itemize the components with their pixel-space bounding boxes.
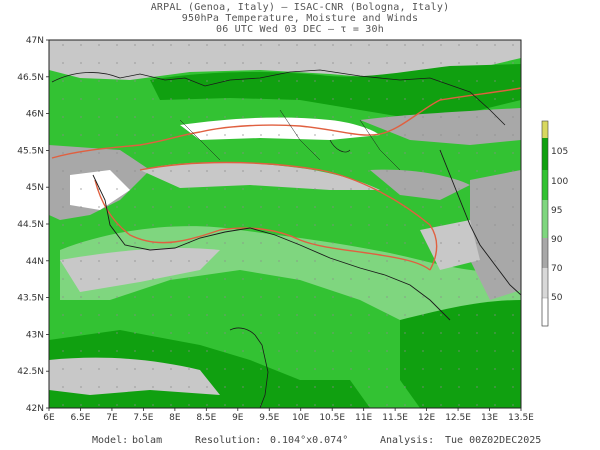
latitude-axis: 47N 46.5N 46N 45.5N 45N 44.5N 44N 43.5N 43N 42.5N… — [17, 36, 49, 414]
lon-label: 6.5E — [70, 413, 90, 423]
colorbar: 105 100 95 90 70 50 — [541, 120, 568, 327]
lat-label: 46.5N — [17, 73, 44, 83]
lon-label: 12.5E — [445, 413, 471, 423]
analysis-value: Tue 00Z02DEC2025 — [445, 435, 542, 446]
lon-label: 8.5E — [196, 413, 216, 423]
model-label: Model: — [92, 435, 129, 446]
lon-label: 7.5E — [133, 413, 153, 423]
lat-label: 44.5N — [17, 220, 44, 230]
lat-label: 47N — [26, 36, 44, 46]
lat-label: 43N — [26, 330, 44, 340]
lon-label: 7E — [106, 413, 118, 423]
lat-label: 45N — [26, 183, 44, 193]
adriatic-coast — [439, 149, 521, 296]
header-field-line: 950hPa Temperature, Moisture and Winds — [181, 13, 419, 24]
header-time-line: 06 UTC Wed 03 DEC — τ = 30h — [216, 24, 384, 35]
colorbar-swatch-lightgreen — [542, 200, 548, 238]
lon-label: 11E — [355, 413, 372, 423]
lat-label: 43.5N — [17, 294, 44, 304]
lon-label: 10E — [292, 413, 309, 423]
lon-label: 9E — [232, 413, 244, 423]
wind-barb-layer — [49, 40, 521, 408]
colorbar-swatch-yellow — [542, 121, 548, 138]
colorbar-tick-100: 100 — [551, 177, 568, 187]
colorbar-tick-105: 105 — [551, 147, 568, 157]
lat-label: 45.5N — [17, 146, 44, 156]
resolution-value: 0.104°x0.074° — [270, 435, 349, 446]
colorbar-tick-90: 90 — [551, 235, 563, 245]
analysis-label: Analysis: — [380, 435, 435, 446]
lon-label: 12E — [418, 413, 435, 423]
lon-label: 10.5E — [319, 413, 345, 423]
temperature-contour-north — [51, 87, 521, 159]
corsica-cap — [229, 327, 256, 336]
lon-label: 13.5E — [508, 413, 534, 423]
colorbar-tick-70: 70 — [551, 264, 563, 274]
colorbar-swatch-white — [541, 297, 549, 327]
lat-label: 42.5N — [17, 367, 44, 377]
colorbar-frame — [541, 120, 549, 327]
lon-label: 8E — [169, 413, 181, 423]
colorbar-tick-95: 95 — [551, 206, 562, 216]
corsica-coast — [254, 334, 269, 408]
colorbar-swatch-darkgreen — [542, 138, 548, 170]
lon-label: 13E — [481, 413, 498, 423]
lat-label: 42N — [26, 404, 44, 414]
model-value: bolam — [132, 435, 163, 446]
colorbar-swatch-gray — [542, 238, 548, 268]
lon-label: 6E — [43, 413, 55, 423]
temperature-contour-south — [94, 179, 431, 271]
ligurian-tyrrhenian-coast — [92, 174, 451, 321]
longitude-axis: 6E 6.5E 7E 7.5E 8E 8.5E 9E 9.5E 10E 10.5E 11E 11.5E… — [43, 408, 534, 423]
map-field — [49, 40, 521, 408]
colorbar-swatch-green — [542, 170, 548, 200]
header-title-line: ARPAL (Genoa, Italy) — ISAC-CNR (Bologna… — [150, 2, 450, 13]
lon-label: 11.5E — [382, 413, 408, 423]
colorbar-tick-50: 50 — [551, 293, 563, 303]
lon-label: 9.5E — [259, 413, 279, 423]
lake-garda — [329, 139, 351, 153]
region-borders — [179, 109, 401, 171]
lat-label: 44N — [26, 257, 44, 267]
lat-label: 46N — [26, 110, 44, 120]
colorbar-swatch-lightgray — [542, 268, 548, 298]
resolution-label: Resolution: — [195, 435, 262, 446]
temperature-contour-po — [139, 161, 438, 271]
alpine-border — [51, 69, 506, 126]
